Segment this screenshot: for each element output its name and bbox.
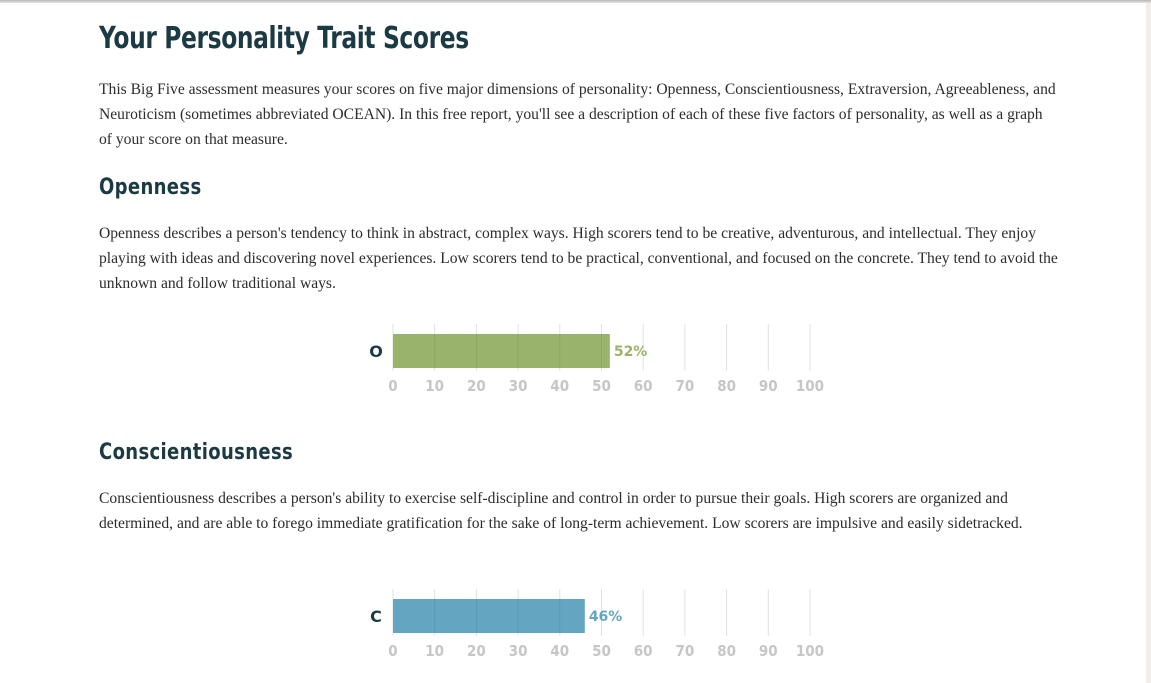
- x-tick-label: 80: [717, 377, 736, 395]
- intro-paragraph: This Big Five assessment measures your s…: [99, 81, 1056, 148]
- x-tick-label: 0: [388, 377, 397, 395]
- report-page: Your Personality Trait Scores This Big F…: [0, 3, 1146, 683]
- x-tick-label: 70: [676, 377, 695, 395]
- score-percent-label: 52%: [614, 344, 648, 360]
- x-tick-label: 90: [759, 642, 778, 660]
- x-tick-label: 20: [467, 377, 486, 395]
- x-tick-label: 60: [634, 377, 653, 395]
- x-tick-label: 20: [467, 642, 486, 660]
- openness-chart-svg: 0 10 20 30 40 50 60 70 80 90 100 O 52%: [369, 324, 824, 395]
- x-tick-label: 30: [509, 642, 528, 660]
- trait-letter-label: O: [369, 342, 383, 361]
- x-tick-label: 90: [759, 377, 778, 395]
- score-percent-label: 46%: [589, 609, 623, 625]
- score-bar: [393, 334, 610, 368]
- x-tick-label: 30: [509, 377, 528, 395]
- openness-score-chart: 0 10 20 30 40 50 60 70 80 90 100 O 52%: [360, 318, 840, 398]
- openness-heading: Openness: [99, 175, 202, 200]
- x-tick-label: 10: [425, 377, 444, 395]
- trait-letter-label: C: [370, 607, 382, 626]
- x-tick-label: 40: [550, 377, 569, 395]
- x-tick-label: 50: [592, 377, 611, 395]
- conscientiousness-score-chart: 0 10 20 30 40 50 60 70 80 90 100 C 46%: [360, 583, 840, 663]
- x-tick-label: 10: [425, 642, 444, 660]
- x-tick-label: 100: [796, 377, 824, 395]
- x-tick-label: 70: [676, 642, 695, 660]
- page-title: Your Personality Trait Scores: [99, 21, 469, 56]
- x-tick-label: 0: [388, 642, 397, 660]
- x-tick-label: 100: [796, 642, 824, 660]
- window-top-border: [0, 0, 1151, 3]
- score-bar: [393, 599, 585, 633]
- x-tick-label: 40: [550, 642, 569, 660]
- x-tick-label: 60: [634, 642, 653, 660]
- conscientiousness-heading: Conscientiousness: [99, 440, 294, 465]
- conscientiousness-chart-svg: 0 10 20 30 40 50 60 70 80 90 100 C 46%: [370, 589, 824, 660]
- x-tick-label: 80: [717, 642, 736, 660]
- openness-description: Openness describes a person's tendency t…: [99, 225, 1058, 292]
- conscientiousness-description: Conscientiousness describes a person's a…: [99, 490, 1023, 532]
- x-tick-label: 50: [592, 642, 611, 660]
